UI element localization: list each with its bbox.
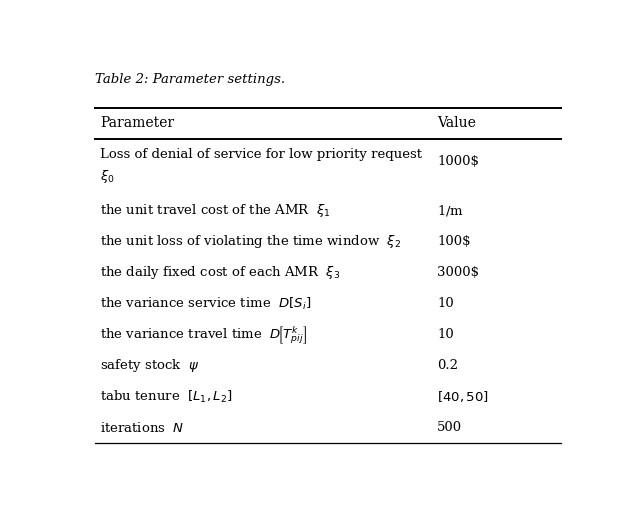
Text: 1000$: 1000$	[437, 155, 479, 168]
Text: safety stock  $\psi$: safety stock $\psi$	[100, 357, 199, 374]
Text: $\left[40, 50\right]$: $\left[40, 50\right]$	[437, 389, 489, 404]
Text: iterations  $N$: iterations $N$	[100, 421, 184, 435]
Text: 0.2: 0.2	[437, 359, 458, 372]
Text: 100$: 100$	[437, 235, 471, 248]
Text: the unit travel cost of the AMR  $\xi_1$: the unit travel cost of the AMR $\xi_1$	[100, 202, 331, 219]
Text: the daily fixed cost of each AMR  $\xi_3$: the daily fixed cost of each AMR $\xi_3$	[100, 264, 340, 281]
Text: 500: 500	[437, 421, 462, 434]
Text: 10: 10	[437, 328, 454, 341]
Text: 10: 10	[437, 297, 454, 310]
Text: 1$/$m: 1$/$m	[437, 203, 464, 218]
Text: Parameter: Parameter	[100, 116, 174, 130]
Text: the unit loss of violating the time window  $\xi_2$: the unit loss of violating the time wind…	[100, 233, 401, 250]
Text: the variance service time  $D\left[S_i\right]$: the variance service time $D\left[S_i\ri…	[100, 296, 311, 312]
Text: $\xi_0$: $\xi_0$	[100, 168, 115, 186]
Text: the variance travel time  $D\!\left[T_{pij}^{k}\right]$: the variance travel time $D\!\left[T_{pi…	[100, 323, 307, 345]
Text: 3000$: 3000$	[437, 266, 479, 279]
Text: Value: Value	[437, 116, 476, 130]
Text: Table 2: Parameter settings.: Table 2: Parameter settings.	[95, 73, 285, 86]
Text: tabu tenure  $\left[L_1, L_2\right]$: tabu tenure $\left[L_1, L_2\right]$	[100, 389, 232, 405]
Text: Loss of denial of service for low priority request: Loss of denial of service for low priori…	[100, 148, 422, 161]
